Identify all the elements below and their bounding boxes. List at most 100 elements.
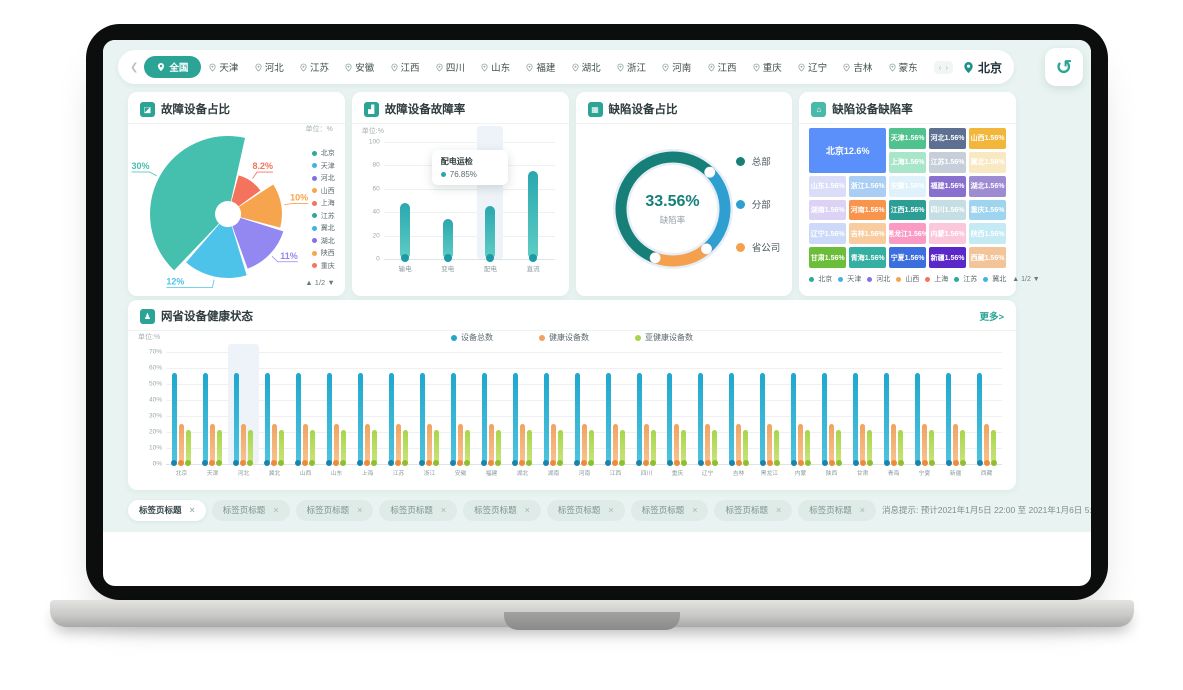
nav-item-吉林[interactable]: 吉林 xyxy=(843,60,872,74)
nav-item-江西[interactable]: 江西 xyxy=(707,60,737,74)
bar-设备总数 xyxy=(481,372,488,466)
treemap-cell-内蒙: 内蒙1.56% xyxy=(929,223,967,245)
location-pin-icon xyxy=(209,63,216,72)
bar-亚健康设备数 xyxy=(897,430,904,466)
unit-label: 单位:% xyxy=(138,334,161,341)
legend-item-江苏[interactable]: 江苏 xyxy=(954,274,977,284)
legend-item-省公司[interactable]: 省公司 xyxy=(735,240,780,254)
legend-item-上海[interactable]: 上海 xyxy=(311,198,335,208)
tab-page-4[interactable]: 标签页标题 × xyxy=(379,499,458,521)
legend-item-重庆[interactable]: 重庆 xyxy=(311,261,335,271)
nav-item-江西[interactable]: 江西 xyxy=(390,60,420,74)
legend-item-分部[interactable]: 分部 xyxy=(735,197,781,211)
nav-item-福建[interactable]: 福建 xyxy=(526,60,555,74)
tab-page-7[interactable]: 标签页标题 × xyxy=(630,499,709,521)
legend-pagination[interactable]: ▲ 1/2 ▼ xyxy=(1012,275,1040,283)
legend-item-江苏[interactable]: 江苏 xyxy=(311,211,335,221)
nav-item-湖北[interactable]: 湖北 xyxy=(572,60,601,74)
legend-item-上海[interactable]: 上海 xyxy=(925,274,948,284)
health-legend: 设备总数 健康设备数 亚健康设备数 xyxy=(128,332,1016,343)
nav-item-河北[interactable]: 河北 xyxy=(255,60,284,74)
nav-pager[interactable]: ‹ › xyxy=(933,60,953,74)
tab-close-icon[interactable]: × xyxy=(189,505,195,515)
nav-item-天津[interactable]: 天津 xyxy=(209,60,238,74)
legend-item-天津[interactable]: 天津 xyxy=(838,274,861,284)
bar-base-dot xyxy=(557,460,564,466)
bar-base-dot xyxy=(233,460,240,466)
more-link[interactable]: 更多> xyxy=(979,312,1004,323)
treemap-cell-河南: 河南1.56% xyxy=(849,199,887,221)
tab-close-icon[interactable]: × xyxy=(524,505,530,515)
tab-close-icon[interactable]: × xyxy=(859,505,866,515)
legend-item-河北[interactable]: 河北 xyxy=(867,274,890,284)
tab-close-icon[interactable]: × xyxy=(273,505,279,515)
undo-button[interactable]: ↺ xyxy=(1045,48,1083,86)
bar-设备总数 xyxy=(636,372,643,466)
legend-item-湖北[interactable]: 湖北 xyxy=(311,236,335,246)
nav-item-安徽[interactable]: 安徽 xyxy=(345,60,374,74)
bar-设备总数 xyxy=(388,372,395,466)
nav-item-label: 四川 xyxy=(445,63,465,74)
tab-page-5[interactable]: 标签页标题 × xyxy=(463,499,541,521)
bar-group-陕西 xyxy=(816,352,847,466)
legend-item-北京[interactable]: 北京 xyxy=(809,274,832,284)
treemap-cell-陕西: 陕西1.56% xyxy=(969,223,1006,245)
tab-page-1[interactable]: 标签页标题 × xyxy=(128,499,206,521)
legend-item-天津[interactable]: 天津 xyxy=(311,161,335,171)
nav-pager-next-icon[interactable]: › xyxy=(945,62,948,72)
y-axis-tick: 20 xyxy=(372,232,380,240)
legend-item-亚健康设备数[interactable]: 亚健康设备数 xyxy=(635,332,693,343)
y-axis-tick: 40 xyxy=(372,208,380,216)
nav-item-蒙东[interactable]: 蒙东 xyxy=(889,60,918,74)
bar-group-内蒙 xyxy=(785,352,816,466)
tab-page-8[interactable]: 标签页标题 × xyxy=(714,499,793,521)
legend-dot xyxy=(311,200,317,206)
tab-close-icon[interactable]: × xyxy=(775,505,782,515)
treemap-cell-甘肃: 甘肃1.56% xyxy=(809,247,847,268)
gridline xyxy=(383,188,555,190)
legend-item-陕西[interactable]: 陕西 xyxy=(311,248,335,258)
location-pin-icon xyxy=(662,63,669,72)
nav-item-重庆[interactable]: 重庆 xyxy=(753,60,782,74)
legend-item-总部[interactable]: 总部 xyxy=(735,154,781,168)
tooltip-title: 配电运检 xyxy=(440,157,473,166)
legend-item-河北[interactable]: 河北 xyxy=(311,173,335,183)
bar-设备总数 xyxy=(759,372,766,466)
legend-item-设备总数[interactable]: 设备总数 xyxy=(451,332,493,343)
legend-item-山西[interactable]: 山西 xyxy=(896,274,919,284)
panel-defect-share: ▦ 缺陷设备占比 33.56% 缺陷率 总部 分部 省公司 xyxy=(575,92,793,296)
tab-close-icon[interactable]: × xyxy=(357,505,363,515)
nav-current-city[interactable]: 北京 xyxy=(963,59,1002,76)
nav-item-四川[interactable]: 四川 xyxy=(436,60,465,74)
tab-page-2[interactable]: 标签页标题 × xyxy=(211,499,290,521)
panel-header: ⌂ 缺陷设备缺陷率 xyxy=(799,92,1016,124)
tab-page-9[interactable]: 标签页标题 × xyxy=(798,499,877,521)
legend-item-北京[interactable]: 北京 xyxy=(311,148,335,158)
tab-close-icon[interactable]: × xyxy=(608,505,614,515)
bar-健康设备数 xyxy=(488,424,495,466)
legend-item-健康设备数[interactable]: 健康设备数 xyxy=(539,332,589,343)
tab-page-3[interactable]: 标签页标题 × xyxy=(295,499,374,521)
legend-item-冀北[interactable]: 冀北 xyxy=(983,274,1006,284)
legend-item-山西[interactable]: 山西 xyxy=(311,186,335,196)
bar-亚健康设备数 xyxy=(990,430,997,466)
bar-base-dot xyxy=(921,460,928,466)
bar-base-dot xyxy=(619,460,626,466)
legend-pagination[interactable]: ▲ 1/2 ▼ xyxy=(305,278,335,287)
tab-page-6[interactable]: 标签页标题 × xyxy=(546,499,625,521)
location-pin-icon xyxy=(572,63,579,72)
nav-item-浙江[interactable]: 浙江 xyxy=(617,60,646,74)
nav-item-河南[interactable]: 河南 xyxy=(662,60,691,74)
chart-tooltip: 配电运检 76.85% xyxy=(431,150,508,185)
legend-item-冀北[interactable]: 冀北 xyxy=(311,223,335,233)
nav-back-chevron-icon[interactable]: ❮ xyxy=(130,61,139,73)
tab-close-icon[interactable]: × xyxy=(440,505,447,515)
nav-item-active-national[interactable]: 全国 xyxy=(144,56,202,78)
bar-健康设备数 xyxy=(828,424,835,466)
nav-item-辽宁[interactable]: 辽宁 xyxy=(798,60,827,74)
tab-close-icon[interactable]: × xyxy=(692,505,698,515)
nav-item-山东[interactable]: 山东 xyxy=(481,60,510,74)
bar-base-dot xyxy=(216,460,223,466)
nav-pager-prev-icon[interactable]: ‹ xyxy=(938,62,942,72)
nav-item-江苏[interactable]: 江苏 xyxy=(300,60,329,74)
